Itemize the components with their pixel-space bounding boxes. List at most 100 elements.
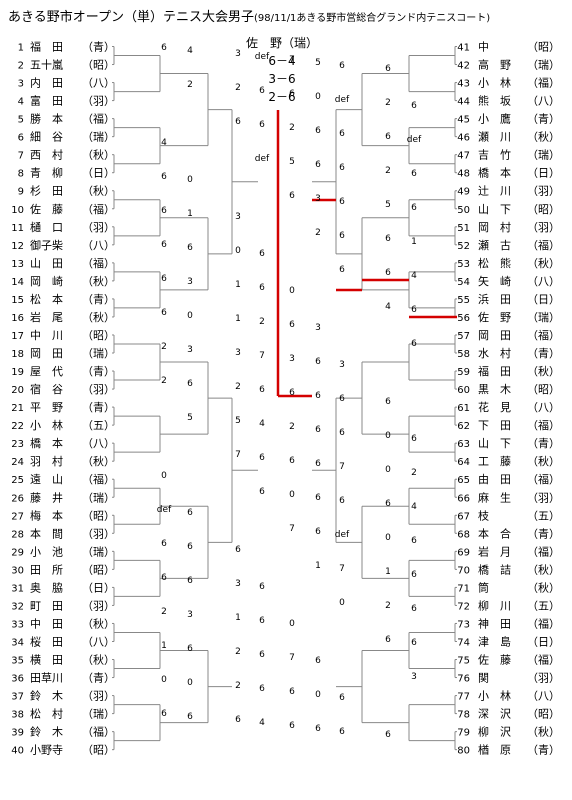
match-score: 6: [411, 101, 417, 111]
seed-number: 72: [457, 601, 470, 612]
player-club: （福）: [82, 472, 115, 486]
match-score: 6: [289, 687, 295, 697]
match-score: 6: [259, 487, 265, 497]
match-score: 6: [259, 616, 265, 626]
match-score: 6: [339, 231, 345, 241]
seed-number: 51: [457, 223, 470, 234]
player-club: （福）: [527, 328, 560, 342]
player-club: （福）: [527, 544, 560, 558]
seed-number: 4: [18, 97, 24, 108]
player-name: 山 田: [30, 257, 63, 270]
seed-number: 77: [457, 692, 470, 703]
player-name: 樋 口: [30, 220, 63, 234]
match-score: 0: [289, 619, 295, 629]
player-name: 福 田: [478, 364, 511, 378]
match-score: 6: [339, 693, 345, 703]
match-score: 6: [315, 459, 321, 469]
match-score: 3: [339, 360, 345, 370]
match-score: 2: [187, 80, 193, 90]
seed-number: 61: [457, 403, 470, 414]
player-club: （福）: [82, 725, 115, 739]
match-score: 6: [187, 542, 193, 552]
match-score: 5: [315, 58, 321, 68]
match-score: 6: [259, 385, 265, 395]
seed-number: 36: [11, 674, 24, 685]
match-score: 2: [235, 382, 241, 392]
match-score: 6: [411, 604, 417, 614]
match-score: 6: [339, 163, 345, 173]
player-club: （羽）: [82, 599, 115, 612]
player-name: 柳 川: [478, 598, 511, 612]
player-name: 奥 脇: [30, 580, 63, 594]
match-score: 6: [235, 715, 241, 725]
seed-number: 31: [11, 583, 24, 594]
match-score: 3: [235, 49, 241, 59]
player-club: （青）: [82, 672, 115, 685]
player-club: （日）: [82, 167, 115, 180]
player-club: （昭）: [82, 744, 115, 757]
match-score: 3: [187, 277, 193, 287]
player-name: 本 間: [30, 526, 63, 540]
player-name: 下 田: [478, 419, 511, 432]
match-score: 3: [187, 610, 193, 620]
match-score: 6: [259, 86, 265, 96]
match-score: 6: [339, 61, 345, 71]
seed-number: 67: [457, 511, 470, 522]
player-name: 本 合: [478, 526, 511, 540]
seed-number: 33: [11, 619, 24, 630]
seed-number: 22: [11, 421, 24, 432]
match-score: 6: [161, 709, 167, 719]
player-club: （瑞）: [527, 58, 560, 72]
player-name: 高 野: [478, 58, 511, 72]
seed-number: 34: [11, 637, 24, 648]
player-name: 御子柴: [30, 238, 63, 252]
player-name: 瀬 古: [478, 238, 511, 252]
match-score: 4: [411, 502, 417, 512]
match-score: 0: [235, 246, 241, 256]
match-score: def: [335, 530, 350, 540]
match-score: 0: [315, 690, 321, 700]
seed-number: 13: [11, 259, 24, 270]
match-score: 6: [289, 191, 295, 201]
seed-number: 21: [11, 403, 24, 414]
seed-number: 74: [457, 637, 470, 648]
match-score: 2: [411, 468, 417, 478]
player-club: （青）: [82, 41, 115, 54]
match-score: 7: [289, 653, 295, 663]
player-club: （羽）: [82, 95, 115, 108]
player-name: 岡 田: [30, 347, 63, 360]
match-score: 3: [289, 354, 295, 364]
seed-number: 54: [457, 277, 470, 288]
match-score: 6: [161, 539, 167, 549]
final-score-set1: 6－4: [268, 54, 296, 68]
match-score: 6: [411, 203, 417, 213]
match-score: 2: [161, 607, 167, 617]
player-club: （羽）: [82, 383, 115, 396]
player-club: （瑞）: [82, 130, 115, 144]
player-club: （福）: [82, 256, 115, 270]
match-score: 6: [411, 434, 417, 444]
player-name: 橋 本: [30, 436, 63, 450]
player-club: （秋）: [527, 256, 560, 270]
seed-number: 42: [457, 61, 470, 72]
match-score: 6: [235, 545, 241, 555]
match-score: 0: [187, 175, 193, 185]
seed-number: 56: [457, 313, 470, 324]
player-name: 小 鷹: [478, 112, 511, 126]
match-score: 6: [339, 496, 345, 506]
match-score: 6: [187, 712, 193, 722]
player-club: （青）: [82, 365, 115, 378]
player-club: （八）: [82, 635, 115, 648]
match-score: 6: [315, 656, 321, 666]
match-score: 1: [235, 613, 241, 623]
seed-number: 52: [457, 241, 470, 252]
match-score: 0: [315, 92, 321, 102]
match-score: 7: [339, 462, 345, 472]
player-club: （昭）: [527, 41, 560, 54]
player-club: （羽）: [527, 221, 560, 234]
player-name: 吉 竹: [478, 148, 511, 162]
player-name: 田草川: [30, 672, 63, 685]
match-score: 6: [315, 160, 321, 170]
player-name: 柳 沢: [478, 725, 511, 739]
player-name: 橋 詰: [478, 562, 511, 576]
